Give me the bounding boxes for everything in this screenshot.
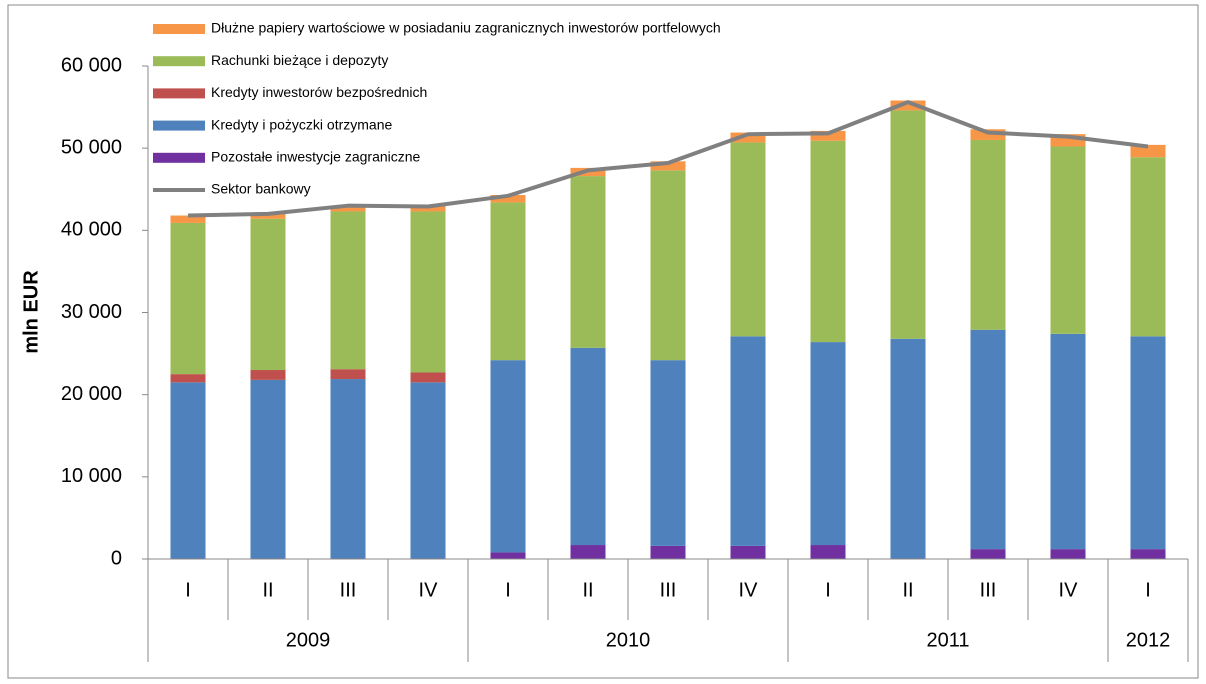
- y-tick-label: 20 000: [61, 383, 122, 405]
- bar: [650, 545, 686, 559]
- x-tick-label: III: [340, 579, 357, 601]
- bar: [330, 379, 366, 559]
- bar: [650, 170, 686, 361]
- bar: [1130, 336, 1166, 550]
- bar: [650, 161, 686, 171]
- bar: [250, 370, 286, 380]
- bar: [810, 130, 846, 141]
- x-tick-label: IV: [739, 579, 759, 601]
- y-tick-label: 0: [111, 547, 122, 569]
- x-tick-label: III: [980, 579, 997, 601]
- bar: [170, 215, 206, 223]
- bar: [410, 205, 446, 212]
- bar: [730, 336, 766, 546]
- bar: [410, 211, 446, 373]
- bar: [810, 140, 846, 343]
- legend-swatch: [153, 152, 205, 163]
- bar: [890, 338, 926, 559]
- bar: [570, 347, 606, 546]
- legend-label: Sektor bankowy: [211, 181, 311, 197]
- x-tick-label: II: [902, 579, 913, 601]
- bar: [490, 202, 526, 361]
- legend-swatch: [153, 120, 205, 131]
- bar: [330, 211, 366, 370]
- y-tick-label: 50 000: [61, 136, 122, 158]
- y-tick-label: 30 000: [61, 301, 122, 323]
- bar: [730, 545, 766, 559]
- bar: [970, 129, 1006, 140]
- y-tick-label: 40 000: [61, 219, 122, 241]
- bar: [490, 360, 526, 553]
- bar: [970, 329, 1006, 550]
- x-tick-label: IV: [419, 579, 439, 601]
- legend-swatch: [153, 88, 205, 99]
- x-tick-label: I: [185, 579, 191, 601]
- bar: [890, 100, 926, 111]
- bar: [1050, 146, 1086, 334]
- group-label: 2009: [286, 629, 331, 651]
- legend-swatch: [153, 56, 205, 67]
- legend-label: Dłużne papiery wartościowe w posiadaniu …: [211, 20, 721, 36]
- bar: [730, 142, 766, 337]
- bar: [1130, 144, 1166, 158]
- bar: [1130, 549, 1166, 559]
- bar: [170, 374, 206, 383]
- legend-swatch: [153, 24, 205, 34]
- x-tick-label: I: [505, 579, 511, 601]
- bar: [410, 372, 446, 383]
- bar: [1050, 549, 1086, 559]
- group-label: 2011: [926, 629, 969, 651]
- legend-label: Pozostałe inwestycje zagraniczne: [211, 149, 421, 165]
- bar: [730, 132, 766, 143]
- bar: [490, 552, 526, 559]
- bar: [250, 379, 286, 559]
- x-tick-label: II: [262, 579, 273, 601]
- bar: [330, 369, 366, 380]
- bar: [490, 195, 526, 203]
- legend-label: Kredyty i pożyczki otrzymane: [211, 116, 392, 132]
- x-tick-label: II: [582, 579, 593, 601]
- bar: [170, 382, 206, 559]
- bar: [250, 213, 286, 219]
- group-label: 2012: [1126, 629, 1171, 651]
- bar: [170, 222, 206, 375]
- bar: [250, 218, 286, 371]
- bar: [1130, 157, 1166, 337]
- bar: [970, 549, 1006, 559]
- bar: [410, 382, 446, 559]
- legend-label: Kredyty inwestorów bezpośrednich: [211, 84, 427, 100]
- bar: [970, 139, 1006, 330]
- bar: [1050, 333, 1086, 550]
- bar: [810, 545, 846, 559]
- bar: [810, 342, 846, 546]
- x-tick-label: IV: [1059, 579, 1079, 601]
- line: [187, 100, 1149, 218]
- bar: [330, 206, 366, 212]
- y-tick-label: 60 000: [61, 54, 122, 76]
- legend-label: Rachunki bieżące i depozyty: [211, 52, 388, 68]
- group-label: 2010: [606, 629, 651, 651]
- bar: [890, 110, 926, 339]
- y-tick-label: 10 000: [61, 465, 122, 487]
- bar: [570, 545, 606, 559]
- x-tick-label: I: [1145, 579, 1151, 601]
- x-tick-label: III: [660, 579, 677, 601]
- bar: [650, 360, 686, 546]
- y-axis-title: mln EUR: [20, 270, 42, 354]
- x-tick-label: I: [825, 579, 831, 601]
- bar: [570, 176, 606, 348]
